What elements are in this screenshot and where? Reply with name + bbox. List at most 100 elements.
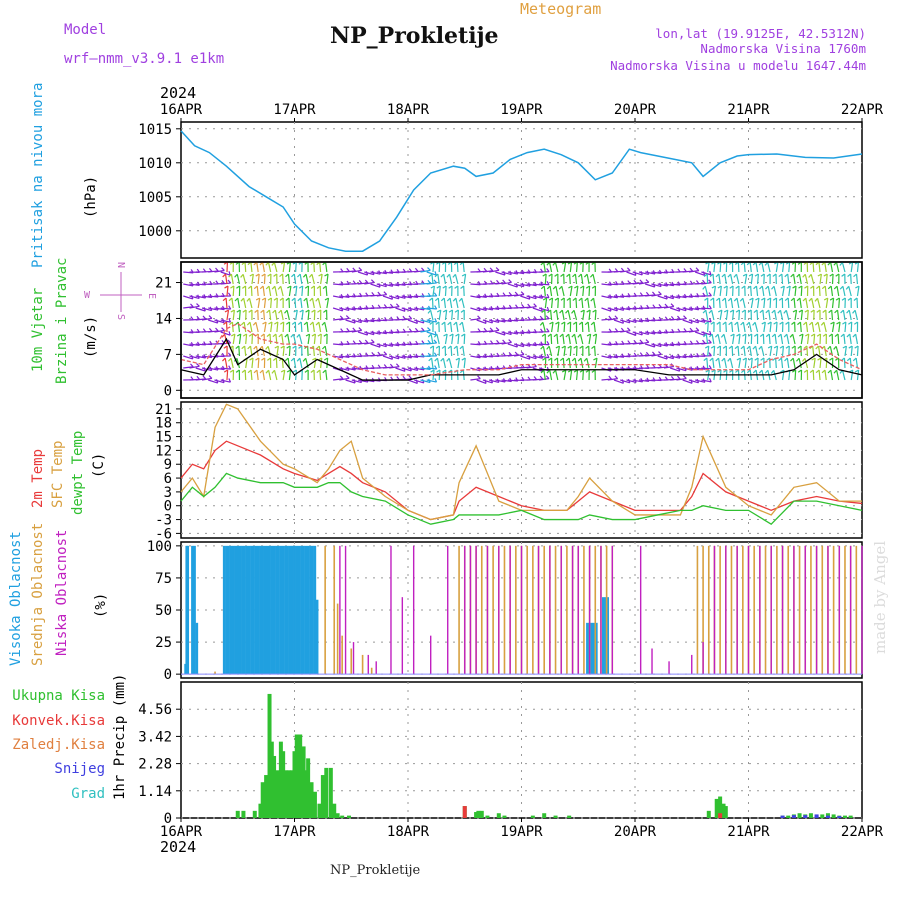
wind-barb-flag — [395, 303, 400, 308]
wind-barb — [414, 367, 425, 371]
high-cloud-bar — [186, 545, 190, 675]
wind-barb — [756, 298, 760, 309]
dewpt-axis-label: dewpt Temp — [70, 431, 86, 515]
pressure-line — [180, 130, 863, 252]
wind-barb — [476, 355, 487, 358]
wind-barb-flag — [839, 261, 843, 266]
wind-barb — [463, 333, 466, 345]
wind-barb — [426, 271, 437, 276]
wind-barb-flag — [555, 345, 560, 349]
wind-barb — [280, 310, 284, 321]
wind-barb — [420, 307, 431, 311]
wind-barb-flag — [771, 309, 776, 314]
wind-barb — [263, 297, 267, 309]
precip-total-bar — [485, 815, 490, 818]
xtick-top-label: 20APR — [614, 102, 657, 118]
wind-barb-flag — [235, 369, 240, 373]
wind-barb — [579, 334, 584, 345]
precip-total-bar — [797, 813, 802, 818]
temp-ytick-label: 9 — [164, 457, 172, 473]
wind-barb — [364, 281, 375, 285]
wind-barb-flag — [710, 321, 715, 325]
wind-barb — [724, 274, 727, 285]
wind-barb-flag — [546, 281, 550, 286]
precip-total-bar — [332, 803, 337, 818]
wind-barb-flag — [729, 309, 734, 313]
mid-cloud-bar — [503, 545, 506, 675]
model-label: Model — [64, 22, 106, 38]
wind-barb-flag — [827, 285, 832, 290]
high-cloud-bar — [241, 545, 244, 675]
wind-barb — [562, 334, 565, 345]
wind-barb-flag — [834, 309, 838, 314]
wind-barb — [763, 297, 766, 309]
wind-barb — [324, 322, 328, 333]
wind-barb-flag — [316, 285, 321, 289]
precip-total-bar — [286, 770, 291, 818]
pressure-ytick-label: 1010 — [138, 156, 172, 172]
pressure-panel-frame — [180, 121, 863, 259]
wind-barb — [470, 378, 481, 381]
wind-barb — [351, 319, 362, 324]
wind-barb-flag — [683, 375, 687, 379]
wind-barb-flag — [560, 273, 565, 277]
wind-barb-flag — [542, 357, 547, 361]
wind-barb-flag — [339, 375, 344, 380]
mid-cloud-bar — [764, 545, 767, 675]
low-cloud-bar — [486, 545, 489, 675]
wind-barb — [780, 357, 784, 369]
wind-barb — [581, 297, 584, 309]
wind-barb-flag — [279, 321, 285, 325]
wind-barb — [593, 345, 596, 357]
wind-barb — [195, 295, 206, 299]
wind-barb — [620, 307, 631, 311]
wind-barb-flag — [752, 369, 757, 374]
wind-barb-flag — [702, 309, 707, 314]
low-cloud-bar — [639, 545, 642, 675]
wind-barb — [195, 283, 206, 286]
wind-barb — [688, 307, 699, 311]
wind-barb — [725, 310, 729, 321]
wind-barb — [638, 281, 649, 285]
wind-barb — [256, 262, 259, 273]
low-cloud-bar — [668, 661, 670, 675]
wind-barb-flag — [555, 321, 560, 325]
wind-barb-flag — [546, 369, 551, 374]
wind-axis-label-2: Brzina i Pravac — [54, 258, 70, 384]
wind-barb-flag — [266, 309, 270, 314]
precip-total-bar — [260, 782, 265, 818]
wind-barb-flag — [318, 273, 323, 277]
wind-barb-flag — [299, 309, 304, 313]
wind-barb-flag — [436, 309, 442, 313]
wind-barb — [208, 379, 218, 384]
wind-barb-flag — [262, 321, 267, 325]
wind-barb — [594, 334, 598, 345]
wind-barb — [761, 262, 765, 273]
wind-barb — [457, 358, 460, 369]
wind-barb — [763, 322, 766, 333]
wind-barb — [420, 367, 431, 371]
wind-barb-flag — [841, 273, 846, 277]
wind-barb-flag — [821, 369, 826, 374]
wind-barb-flag — [310, 369, 315, 373]
wind-barb — [345, 319, 356, 324]
low-cloud-bar — [549, 545, 551, 675]
wind-barb — [781, 345, 785, 357]
mid-cloud-bar — [341, 635, 343, 675]
wind-barb — [295, 310, 298, 321]
wind-barb-flag — [553, 309, 557, 314]
wind-barb-flag — [815, 369, 820, 374]
wind-barb-flag — [785, 345, 790, 349]
wind-barb-flag — [783, 309, 787, 314]
xtick-bottom-label: 16APR — [160, 824, 203, 840]
high-cloud-bar — [263, 545, 267, 675]
wind-barb — [657, 283, 668, 287]
wind-barb — [195, 318, 206, 321]
wind-barb — [220, 319, 231, 323]
wind-barb-flag — [547, 309, 552, 314]
wind-barb — [856, 261, 860, 273]
wind-barb — [313, 309, 316, 321]
wind-barb — [755, 346, 759, 357]
wind-barb-flag — [433, 292, 438, 297]
legend-frz-rain: Zaledj.Kisa — [12, 737, 105, 753]
